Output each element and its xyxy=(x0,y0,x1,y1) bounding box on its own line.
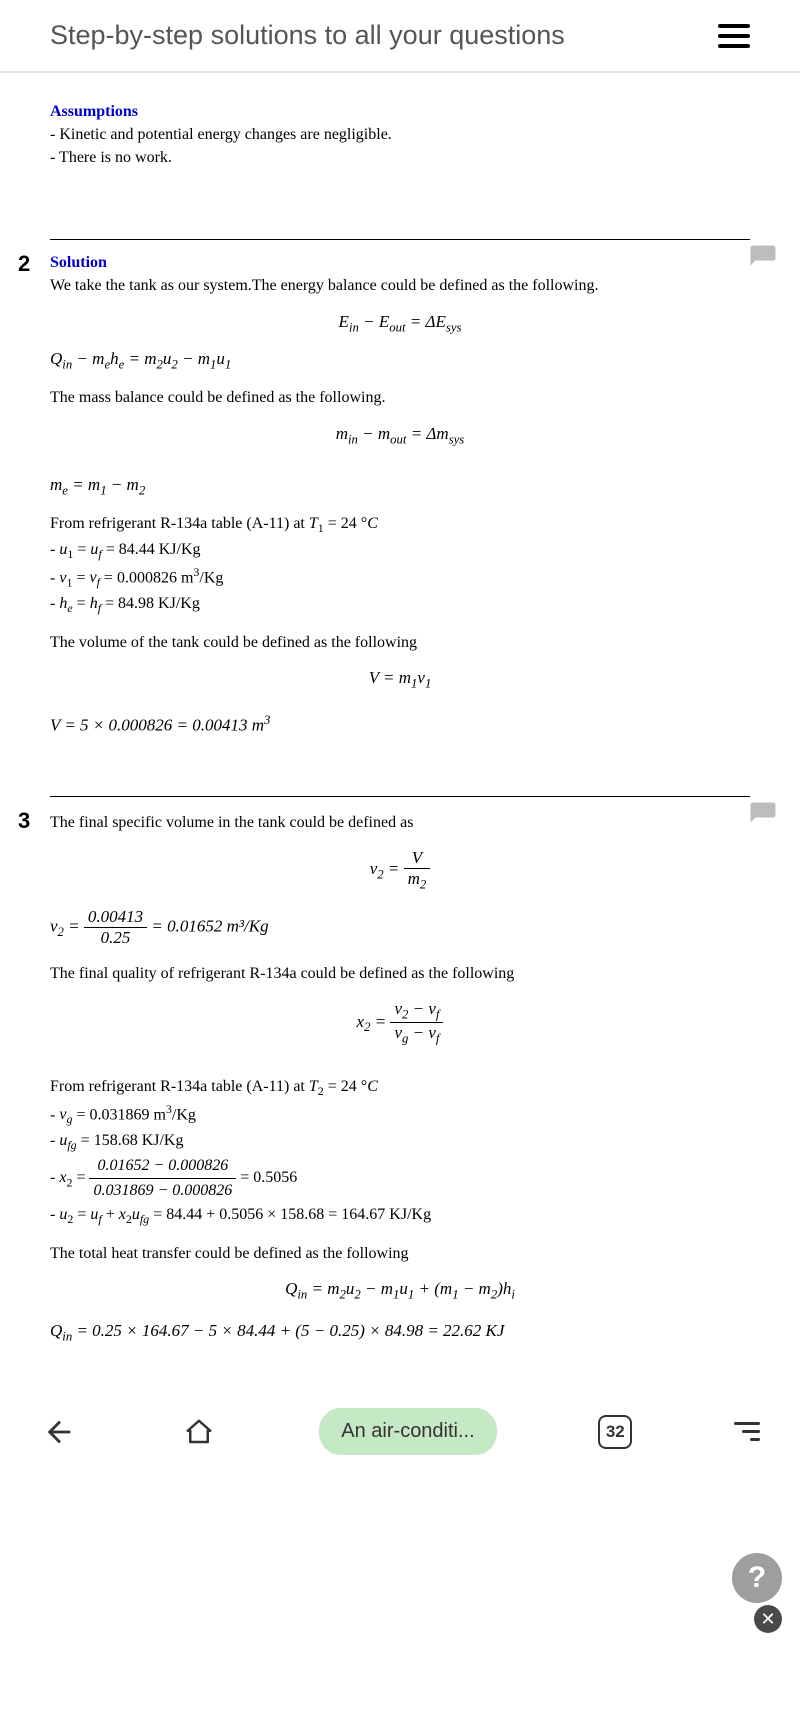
total-heat-text: The total heat transfer could be defined… xyxy=(50,1242,750,1265)
prop-vg: - vg = 0.031869 m3/Kg xyxy=(50,1100,750,1129)
eq-qin-calc: Qin = 0.25 × 164.67 − 5 × 84.44 + (5 − 0… xyxy=(50,1321,750,1344)
help-button[interactable]: ? xyxy=(732,1553,782,1603)
home-icon[interactable] xyxy=(180,1413,218,1451)
eq-mass-balance: min − mout = Δmsys xyxy=(50,424,750,447)
app-header: Step-by-step solutions to all your quest… xyxy=(0,0,800,73)
eq-volume-calc: V = 5 × 0.000826 = 0.00413 m3 xyxy=(50,713,750,736)
eq-energy-balance: Ein − Eout = ΔEsys xyxy=(50,312,750,335)
main-content: Assumptions - Kinetic and potential ener… xyxy=(0,73,800,1388)
eq-qin-final: Qin = m2u2 − m1u1 + (m1 − m2)hi xyxy=(50,1279,750,1302)
eq-u2-calc: - u2 = uf + x2ufg = 84.44 + 0.5056 × 158… xyxy=(50,1203,750,1228)
assumption-1: - Kinetic and potential energy changes a… xyxy=(50,123,750,146)
table-ref-1: From refrigerant R-134a table (A-11) at … xyxy=(50,512,750,538)
eq-v2-calc: v2 = 0.004130.25 = 0.01652 m³/Kg xyxy=(50,907,750,948)
prop-ufg: - ufg = 158.68 KJ/Kg xyxy=(50,1129,750,1154)
step2-number: 2 xyxy=(18,251,30,277)
back-icon[interactable] xyxy=(40,1413,78,1451)
assumption-2: - There is no work. xyxy=(50,146,750,169)
quality-text: The final quality of refrigerant R-134a … xyxy=(50,962,750,985)
menu-icon[interactable] xyxy=(718,24,750,48)
mass-balance-text: The mass balance could be defined as the… xyxy=(50,386,750,409)
eq-qin-heat: Qin − mehe = m2u2 − m1u1 xyxy=(50,349,750,372)
more-icon[interactable] xyxy=(734,1422,760,1441)
prop-he: - he = hf = 84.98 KJ/Kg xyxy=(50,592,750,617)
step3-number: 3 xyxy=(18,808,30,834)
eq-volume: V = m1v1 xyxy=(50,668,750,691)
specific-volume-text: The final specific volume in the tank co… xyxy=(50,811,750,834)
prop-v1: - v1 = vf = 0.000826 m3/Kg xyxy=(50,563,750,592)
header-title: Step-by-step solutions to all your quest… xyxy=(50,20,565,51)
step1-block: Assumptions - Kinetic and potential ener… xyxy=(50,103,750,169)
comment-icon[interactable] xyxy=(746,243,780,273)
bottom-nav: An air-conditi... 32 xyxy=(0,1388,800,1475)
eq-me: me = m1 − m2 xyxy=(50,475,750,498)
step2-block: 2 Solution We take the tank as our syste… xyxy=(50,239,750,736)
prop-u1: - u1 = uf = 84.44 KJ/Kg xyxy=(50,538,750,563)
eq-x2-calc: - x2 = 0.01652 − 0.000826 0.031869 − 0.0… xyxy=(50,1154,750,1203)
eq-v2-def: v2 = Vm2 xyxy=(50,848,750,892)
solution-heading: Solution xyxy=(50,254,750,272)
tabs-icon[interactable]: 32 xyxy=(598,1415,632,1449)
close-icon[interactable]: ✕ xyxy=(754,1605,782,1633)
volume-text: The volume of the tank could be defined … xyxy=(50,631,750,654)
step3-block: 3 The final specific volume in the tank … xyxy=(50,796,750,1344)
step2-intro: We take the tank as our system.The energ… xyxy=(50,274,750,297)
assumptions-heading: Assumptions xyxy=(50,103,750,121)
eq-x2-def: x2 = v2 − vf vg − vf xyxy=(50,999,750,1047)
recent-pill[interactable]: An air-conditi... xyxy=(319,1408,496,1455)
table-ref-2: From refrigerant R-134a table (A-11) at … xyxy=(50,1075,750,1101)
comment-icon[interactable] xyxy=(746,800,780,830)
